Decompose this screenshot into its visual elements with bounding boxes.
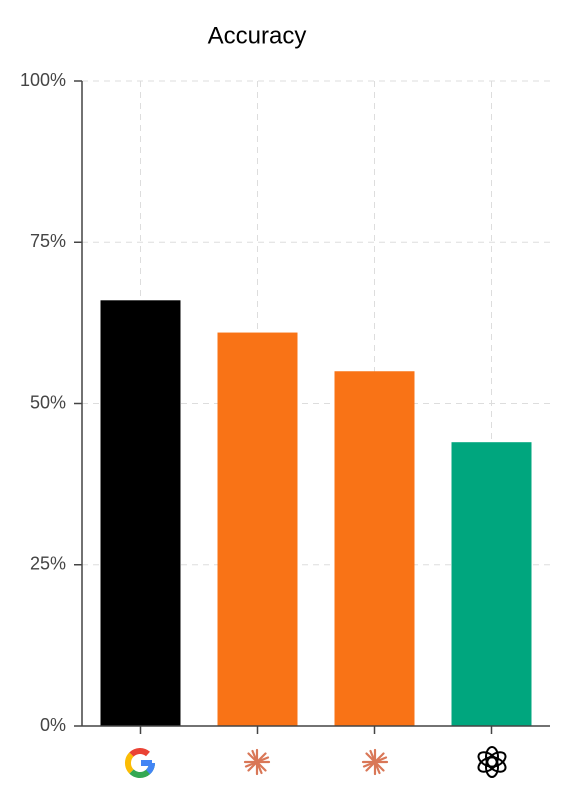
y-tick-label: 0% bbox=[40, 715, 66, 735]
openai-icon bbox=[477, 746, 507, 778]
y-tick-label: 75% bbox=[30, 231, 66, 251]
chart-title: Accuracy bbox=[208, 22, 307, 49]
y-tick-label: 100% bbox=[20, 70, 66, 90]
y-tick-label: 50% bbox=[30, 392, 66, 412]
bar bbox=[217, 332, 298, 726]
google-icon bbox=[125, 747, 156, 778]
category-icons bbox=[125, 746, 507, 778]
bar bbox=[334, 371, 415, 726]
anthropic-icon bbox=[361, 748, 389, 776]
bar bbox=[451, 442, 532, 726]
anthropic-icon bbox=[243, 748, 271, 776]
y-tick-label: 25% bbox=[30, 554, 66, 574]
bar bbox=[100, 300, 181, 726]
